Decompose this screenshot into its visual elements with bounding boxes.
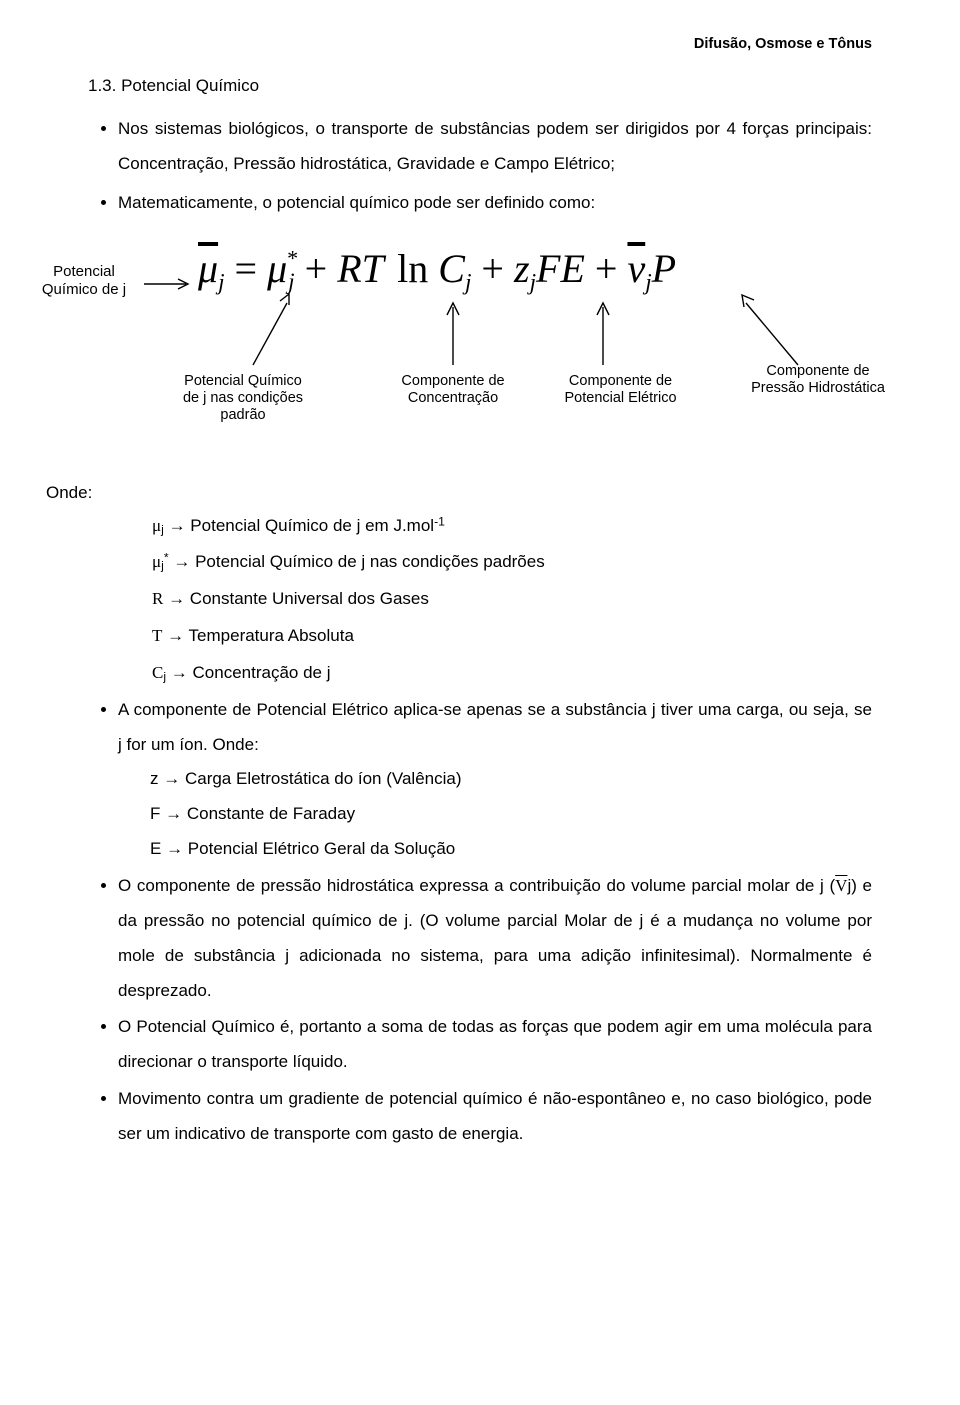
cap2-l1: Componente de (401, 373, 504, 389)
sub-z: z → Carga Eletrostática do íon (Valência… (150, 762, 872, 797)
bullet-sum: O Potencial Químico é, portanto a soma d… (118, 1010, 872, 1080)
sub-F: F → Constante de Faraday (150, 797, 872, 832)
intro-bullet-list: Nos sistemas biológicos, o transporte de… (88, 112, 872, 221)
caption-electric: Componente de Potencial Elétrico (548, 373, 693, 408)
cap1-l1: Potencial Químico (184, 373, 302, 389)
sub-E-text: Potencial Elétrico Geral da Solução (183, 839, 455, 858)
bullet-electric-text: A componente de Potencial Elétrico aplic… (118, 700, 872, 754)
sub-F-arrow: → (165, 804, 182, 823)
bullet-pressure-vbar: V (835, 876, 847, 895)
sub-E-arrow: → (166, 839, 183, 858)
def5-sym: C (152, 663, 163, 682)
sub-F-sym: F (150, 804, 160, 823)
def4-arrow: → (167, 626, 184, 645)
cap1-l2: de j nas condições (183, 390, 303, 406)
def-mu-j-star: μj* → Potencial Químico de j nas condiçõ… (152, 545, 872, 580)
section-title: 1.3. Potencial Químico (88, 76, 872, 96)
def3-text: Constante Universal dos Gases (185, 589, 429, 608)
def1-sub: j (161, 522, 164, 536)
bullet-pressure-pt1: O componente de pressão hidrostática exp… (118, 876, 835, 895)
sub-F-text: Constante de Faraday (182, 804, 355, 823)
definitions-block: μj → Potencial Químico de j em J.mol-1 μ… (152, 509, 872, 691)
cap4-l1: Componente de (766, 363, 869, 379)
sub-z-sym: z (150, 769, 159, 788)
cap1-l3: padrão (220, 407, 265, 423)
caption-pressure: Componente de Pressão Hidrostática (728, 363, 908, 398)
def1-sym: μ (152, 516, 161, 535)
bullet-pressure: O componente de pressão hidrostática exp… (118, 869, 872, 1008)
def3-arrow: → (168, 589, 185, 608)
bullet-electric: A componente de Potencial Elétrico aplic… (118, 693, 872, 867)
sub-z-arrow: → (163, 769, 180, 788)
caption-mu-star: Potencial Químico de j nas condições pad… (158, 373, 328, 425)
sub-E-sym: E (150, 839, 161, 858)
cap2-l2: Concentração (408, 390, 498, 406)
intro-bullet-2: Matematicamente, o potencial químico pod… (118, 186, 872, 221)
sub-E: E → Potencial Elétrico Geral da Solução (150, 832, 872, 867)
equation-captions: Potencial Químico de j nas condições pad… (28, 373, 918, 493)
bullet-gradient: Movimento contra um gradiente de potenci… (118, 1082, 872, 1152)
cap4-l2: Pressão Hidrostática (751, 380, 885, 396)
main-bullet-list: A componente de Potencial Elétrico aplic… (88, 693, 872, 1152)
def-R: R → Constante Universal dos Gases (152, 582, 872, 617)
cap3-l1: Componente de (569, 373, 672, 389)
def2-sym: μ (152, 552, 161, 571)
def3-sym: R (152, 589, 163, 608)
def-T: T → Temperatura Absoluta (152, 619, 872, 654)
page-header: Difusão, Osmose e Tônus (88, 36, 872, 52)
def5-sub: j (163, 670, 166, 684)
def2-star: * (164, 551, 169, 565)
def5-arrow: → (171, 663, 188, 682)
def4-sym: T (152, 626, 162, 645)
caption-concentration: Componente de Concentração (383, 373, 523, 408)
def1-arrow: → (169, 516, 186, 535)
sub-z-text: Carga Eletrostática do íon (Valência) (180, 769, 461, 788)
def4-text: Temperatura Absoluta (184, 626, 354, 645)
def-mu-j: μj → Potencial Químico de j em J.mol-1 (152, 509, 872, 544)
def5-text: Concentração de j (188, 663, 331, 682)
def2-text: Potencial Químico de j nas condições pad… (190, 552, 544, 571)
cap3-l2: Potencial Elétrico (564, 390, 676, 406)
equation-block: Potencial Químico de j μj = μ*j + RT ln … (28, 245, 918, 365)
def1-text: Potencial Químico de j em J.mol (186, 516, 434, 535)
def2-arrow: → (173, 552, 190, 571)
intro-bullet-1: Nos sistemas biológicos, o transporte de… (118, 112, 872, 182)
def1-exp: -1 (434, 514, 445, 528)
def-C: Cj → Concentração de j (152, 656, 872, 691)
